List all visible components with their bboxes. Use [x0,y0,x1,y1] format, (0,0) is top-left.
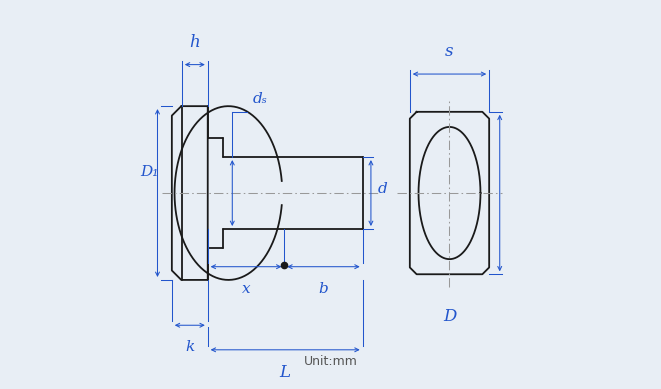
Text: s: s [446,43,453,60]
Text: d: d [377,182,387,196]
Text: dₛ: dₛ [253,92,268,106]
Text: L: L [280,364,291,381]
Text: D: D [443,308,456,325]
Text: b: b [319,282,329,296]
Text: D₁: D₁ [140,165,159,179]
Text: x: x [242,282,251,296]
Text: h: h [190,34,200,51]
Text: k: k [185,340,194,354]
Text: Unit:mm: Unit:mm [303,355,358,368]
